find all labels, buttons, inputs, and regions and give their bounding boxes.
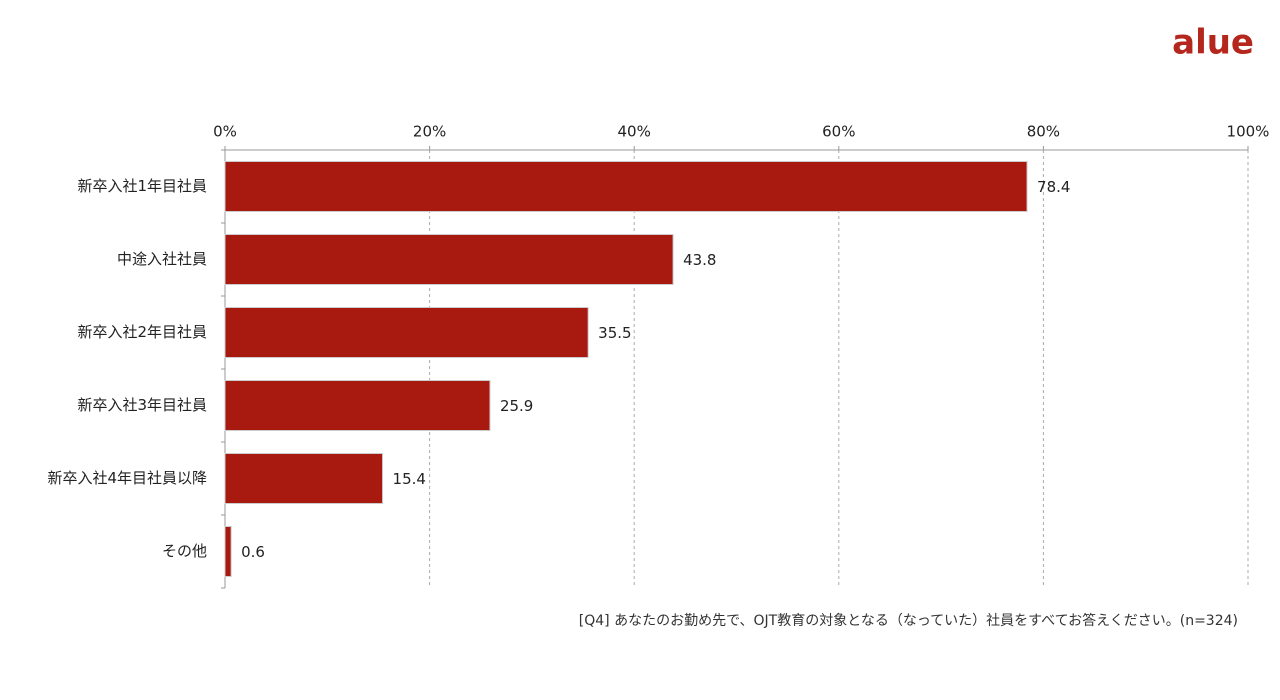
y-tick-label: 新卒入社4年目社員以降 — [47, 469, 207, 487]
value-label: 35.5 — [598, 324, 631, 342]
y-tick-label: その他 — [162, 542, 207, 560]
bar — [224, 234, 674, 285]
y-tick-label: 新卒入社2年目社員 — [77, 323, 207, 341]
x-tick-label: 0% — [213, 123, 237, 141]
bar — [224, 526, 232, 577]
x-tick-label: 40% — [618, 123, 651, 141]
value-label: 78.4 — [1037, 178, 1070, 196]
x-tick-label: 60% — [822, 123, 855, 141]
x-tick-label: 100% — [1227, 123, 1270, 141]
bar — [224, 161, 1028, 212]
bar — [224, 380, 491, 431]
value-label: 43.8 — [683, 251, 716, 269]
bar — [224, 307, 589, 358]
value-label: 15.4 — [393, 470, 426, 488]
x-tick-label: 80% — [1027, 123, 1060, 141]
note: [Q4] あなたのお勤め先で、OJT教育の対象となる（なっていた）社員をすべてお… — [579, 612, 1238, 629]
y-tick-label: 新卒入社3年目社員 — [77, 396, 207, 414]
bar — [224, 453, 384, 504]
value-label: 25.9 — [500, 397, 533, 415]
x-tick-label: 20% — [413, 123, 446, 141]
brand-logo: alue — [1172, 23, 1254, 63]
y-tick-label: 新卒入社1年目社員 — [77, 177, 207, 195]
value-label: 0.6 — [241, 543, 265, 561]
y-tick-label: 中途入社社員 — [117, 250, 207, 268]
